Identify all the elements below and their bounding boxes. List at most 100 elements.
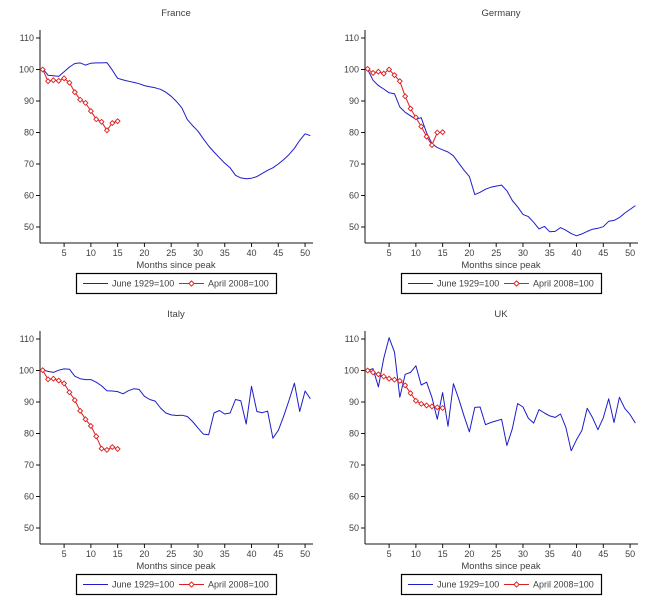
legend: June 1929=100 April 2008=100: [75, 272, 278, 295]
y-tick-label: 50: [349, 222, 359, 232]
chart-panel-france: France 50 60 70 80 90 100 110 5 10 15 20 25 30 35 40 45 5…: [0, 0, 325, 301]
y-tick-label: 110: [20, 334, 34, 344]
x-tick-label: 10: [411, 248, 421, 258]
diamond-marker: [402, 93, 409, 100]
diamond-marker: [109, 120, 116, 127]
diamond-marker: [380, 70, 387, 77]
diamond-marker: [391, 376, 398, 383]
series-april-2008-line: [367, 68, 443, 146]
y-tick-label: 110: [345, 334, 359, 344]
y-tick-label: 50: [24, 523, 34, 533]
y-tick-label: 60: [24, 191, 34, 201]
legend: June 1929=100 April 2008=100: [75, 573, 278, 596]
x-tick-label: 45: [273, 248, 283, 258]
diamond-marker: [369, 69, 377, 77]
y-tick-label: 70: [24, 460, 34, 470]
chart-panel-italy: Italy 50 60 70 80 90 100 110 5 10 15 20 25 30 35 40 45 50…: [0, 301, 325, 602]
diamond-marker: [44, 376, 52, 383]
diamond-marker: [44, 78, 52, 85]
diamond-marker: [87, 422, 94, 429]
legend: June 1929=100 April 2008=100: [400, 573, 603, 596]
x-tick-label: 40: [247, 248, 257, 258]
x-tick-group: 5 10 15 20 25 30 35 40 45 50: [62, 544, 310, 559]
y-tick-label: 80: [349, 128, 359, 138]
x-tick-label: 30: [193, 549, 203, 559]
legend-label-2008: April 2008=100: [533, 580, 594, 590]
y-tick-label: 100: [344, 366, 359, 376]
x-tick-label: 50: [300, 248, 310, 258]
x-axis-label: Months since peak: [136, 561, 215, 572]
legend-label-1929: June 1929=100: [437, 279, 499, 289]
y-tick-label: 100: [344, 65, 359, 75]
x-tick-label: 25: [166, 248, 176, 258]
diamond-marker: [114, 445, 121, 452]
diamond-marker: [439, 404, 446, 412]
diamond-marker: [402, 382, 409, 389]
diamond-marker: [66, 389, 73, 396]
y-tick-label: 90: [349, 96, 359, 106]
x-tick-label: 20: [139, 549, 149, 559]
series-june-1929-line: [367, 69, 636, 237]
diamond-marker: [423, 402, 430, 409]
legend-label-2008: April 2008=100: [208, 279, 269, 289]
x-tick-label: 25: [491, 549, 501, 559]
legend-label-2008: April 2008=100: [533, 279, 594, 289]
chart-title: UK: [494, 309, 508, 320]
diamond-marker: [50, 375, 57, 382]
legend-box: [75, 272, 278, 295]
series-june-1929-line: [367, 337, 636, 452]
x-tick-group: 5 10 15 20 25 30 35 40 45 50: [387, 243, 635, 258]
x-tick-label: 10: [411, 549, 421, 559]
diamond-marker: [418, 400, 425, 407]
diamond-marker: [428, 403, 435, 410]
x-tick-label: 30: [518, 549, 528, 559]
chart-svg-uk: UK 50 60 70 80 90 100 110 5 10 15 20 25 30 35 40 45 50 Mon…: [344, 309, 638, 596]
diamond-marker: [39, 367, 46, 374]
x-tick-label: 5: [387, 549, 392, 559]
chart-title: Italy: [167, 309, 185, 320]
diamond-marker: [55, 77, 62, 84]
y-tick-label: 80: [24, 429, 34, 439]
x-axis-label: Months since peak: [136, 260, 215, 271]
diamond-marker: [71, 397, 78, 404]
diamond-marker: [386, 66, 393, 73]
diamond-marker: [386, 375, 393, 382]
x-tick-label: 20: [464, 248, 474, 258]
x-tick-label: 45: [273, 549, 283, 559]
diamond-marker: [109, 444, 116, 451]
legend-box: [400, 573, 603, 596]
series-june-1929-line: [42, 62, 311, 180]
y-tick-label: 90: [24, 96, 34, 106]
diamond-marker: [380, 373, 387, 380]
x-tick-label: 40: [572, 549, 582, 559]
x-tick-label: 10: [86, 248, 96, 258]
x-tick-label: 25: [491, 248, 501, 258]
x-tick-label: 5: [62, 549, 67, 559]
diamond-marker: [61, 75, 68, 82]
diamond-marker: [71, 89, 78, 96]
x-tick-label: 35: [545, 549, 555, 559]
diamond-marker: [103, 446, 110, 453]
x-axis-label: Months since peak: [461, 260, 540, 271]
diamond-marker: [82, 416, 89, 423]
chart-title: Germany: [481, 8, 520, 19]
diamond-marker: [513, 581, 520, 588]
x-tick-label: 15: [113, 549, 123, 559]
series-april-2008-markers: [364, 367, 446, 412]
x-tick-label: 35: [545, 248, 555, 258]
x-axis-label: Months since peak: [461, 561, 540, 572]
x-tick-label: 5: [387, 248, 392, 258]
y-tick-label: 90: [24, 397, 34, 407]
diamond-marker: [428, 142, 435, 149]
diamond-marker: [98, 118, 105, 125]
x-tick-group: 5 10 15 20 25 30 35 40 45 50: [62, 243, 310, 258]
diamond-marker: [412, 114, 419, 121]
diamond-marker: [61, 380, 68, 387]
x-tick-label: 50: [300, 549, 310, 559]
y-tick-group: 50 60 70 80 90 100 110: [19, 33, 40, 232]
y-tick-label: 90: [349, 397, 359, 407]
diamond-marker: [396, 377, 403, 384]
chart-panel-germany: Germany 50 60 70 80 90 100 110 5 10 15 20 25 30 35 40 45…: [325, 0, 650, 301]
y-tick-label: 60: [349, 191, 359, 201]
x-tick-label: 35: [220, 549, 230, 559]
